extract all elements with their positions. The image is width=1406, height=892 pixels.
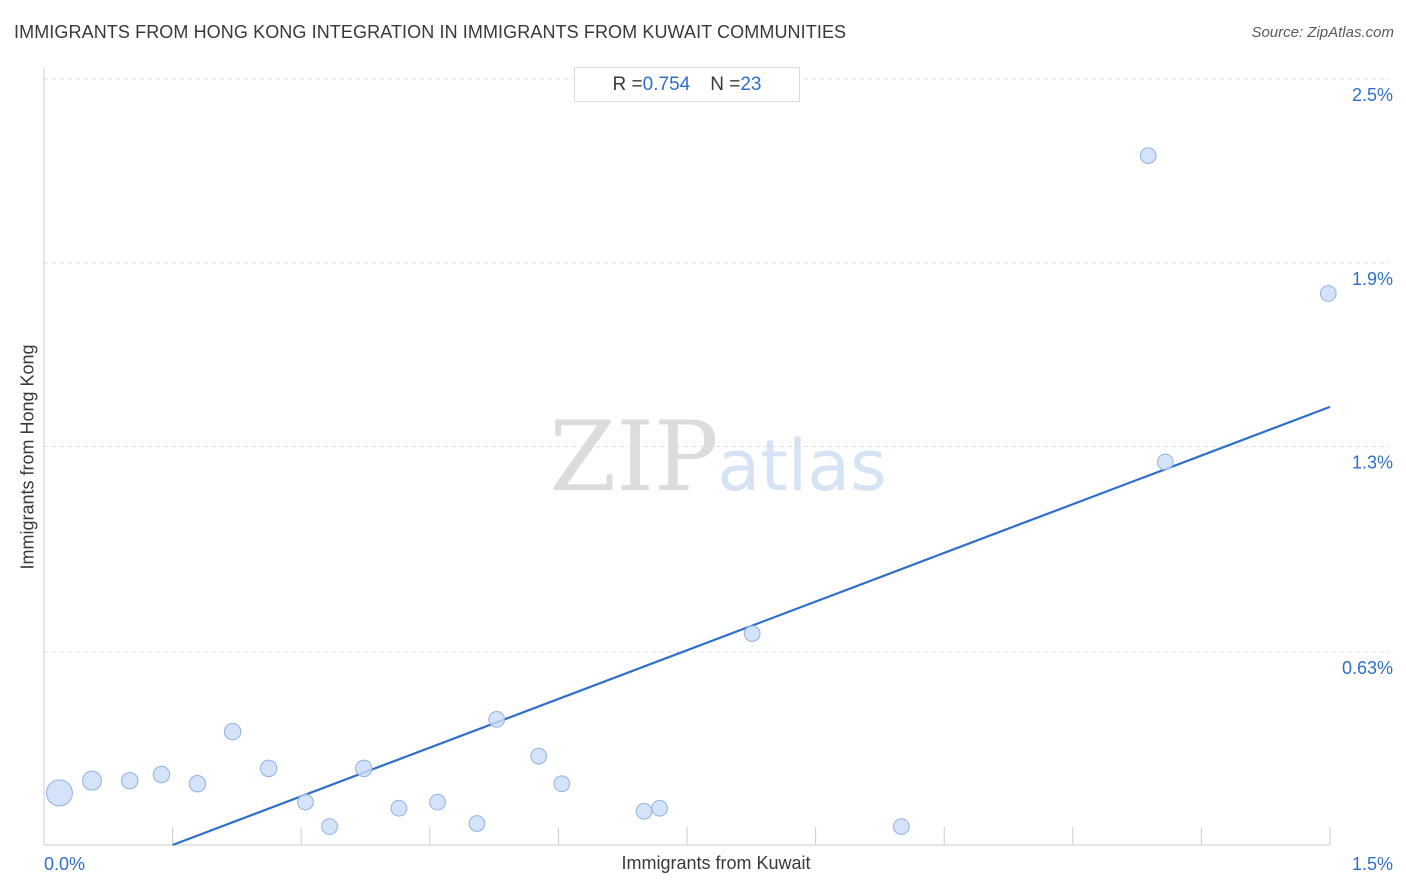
data-point-10	[390, 799, 408, 817]
r-label: R =	[612, 73, 643, 95]
data-point-17	[651, 799, 668, 817]
data-point-7	[297, 793, 314, 811]
y-tick-label-2: 1.9%	[1352, 269, 1393, 289]
data-point-21	[1157, 453, 1174, 471]
y-tick-label-3: 2.5%	[1352, 85, 1393, 105]
data-points	[45, 147, 1337, 835]
data-point-14	[530, 747, 548, 765]
data-point-18	[743, 625, 761, 642]
r-value: 0.754	[642, 73, 691, 95]
data-point-13	[488, 711, 506, 728]
data-point-12	[468, 815, 486, 832]
data-point-6	[259, 759, 278, 778]
chart-title: IMMIGRANTS FROM HONG KONG INTEGRATION IN…	[14, 22, 847, 42]
data-point-2	[121, 771, 139, 790]
data-point-19	[892, 818, 910, 835]
x-tick-label-1: 1.5%	[1352, 854, 1393, 874]
y-tick-label-1: 1.3%	[1352, 453, 1393, 473]
correlation-stats-box: R = 0.754 N = 23	[574, 67, 800, 102]
data-point-8	[321, 818, 338, 835]
n-value: 23	[740, 73, 762, 95]
x-axis-ticks	[43, 827, 1331, 845]
data-point-22	[1319, 285, 1337, 302]
tick-labels: 0.63% 1.3% 1.9% 2.5% 0.0% 1.5%	[44, 85, 1393, 874]
gridlines	[44, 78, 1390, 653]
data-point-5	[223, 722, 242, 741]
y-tick-label-0: 0.63%	[1342, 658, 1393, 678]
zipatlas-watermark: ZIP atlas	[549, 401, 886, 513]
data-point-15	[553, 775, 571, 793]
x-tick-label-0: 0.0%	[44, 854, 85, 874]
watermark-atlas: atlas	[717, 425, 886, 507]
data-point-3	[152, 765, 171, 784]
watermark-zip: ZIP	[549, 401, 718, 513]
data-point-11	[429, 793, 446, 811]
data-point-9	[355, 759, 373, 778]
data-point-4	[188, 775, 207, 793]
source-credit: Source: ZipAtlas.com	[1251, 24, 1394, 41]
data-point-20	[1139, 147, 1157, 164]
x-axis-label: Immigrants from Kuwait	[621, 853, 811, 873]
y-axis-label: Immigrants from Hong Kong	[17, 344, 38, 570]
data-point-16	[635, 802, 653, 820]
data-point-0	[45, 779, 73, 807]
n-label: N =	[710, 73, 741, 95]
data-point-1	[82, 770, 102, 791]
